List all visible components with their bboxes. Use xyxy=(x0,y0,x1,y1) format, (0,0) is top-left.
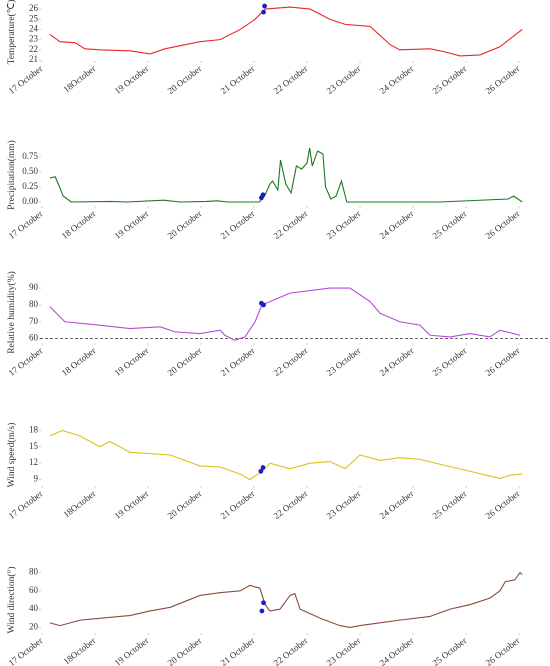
x-tick-label: 21 October xyxy=(219,63,257,96)
x-tick-label: 22 October xyxy=(272,208,310,241)
x-tick-label: 26 October xyxy=(484,488,522,521)
y-tick-label: 0.75 xyxy=(22,151,38,161)
x-tick-label: 19 October xyxy=(113,635,151,666)
y-tick-label: 9 xyxy=(34,474,39,484)
x-tick-label: 22 October xyxy=(272,488,310,521)
x-tick-label: 19 October xyxy=(113,63,151,96)
marker-point xyxy=(261,600,266,606)
x-tick-label: 21 October xyxy=(219,208,257,241)
x-tick-label: 26 October xyxy=(484,635,522,666)
x-tick-label: 19 October xyxy=(113,345,151,378)
y-tick-label: 18 xyxy=(29,425,39,435)
y-tick-label: 22 xyxy=(29,44,38,54)
y-tick-label: 12 xyxy=(29,457,38,467)
y-tick-label: 80 xyxy=(29,299,39,309)
y-tick-label: 24 xyxy=(29,24,39,34)
y-tick-label: 40 xyxy=(29,603,39,613)
x-tick-label: 20 October xyxy=(166,208,204,241)
x-tick-label: 25 October xyxy=(431,488,469,521)
x-tick-label: 25 October xyxy=(431,635,469,666)
x-tick-label: 18 October xyxy=(60,208,98,241)
y-axis-label: Temperature(℃) xyxy=(6,0,17,64)
x-tick-label: 20 October xyxy=(166,635,204,666)
x-tick-label: 24 October xyxy=(378,63,416,96)
x-tick-label: 18October xyxy=(61,488,97,519)
marker-point xyxy=(261,302,266,308)
x-tick-label: 24 October xyxy=(378,488,416,521)
y-tick-label: 0.25 xyxy=(22,181,38,191)
y-tick-label: 80 xyxy=(29,567,39,577)
x-tick-label: 20 October xyxy=(166,345,204,378)
x-tick-label: 17 October xyxy=(7,208,45,241)
y-axis-label: Wind direction(°) xyxy=(6,567,17,634)
x-tick-label: 20 October xyxy=(166,488,204,521)
x-tick-label: 25 October xyxy=(431,345,469,378)
y-tick-label: 15 xyxy=(29,441,39,451)
y-tick-label: 90 xyxy=(29,282,39,292)
x-tick-label: 19 October xyxy=(113,208,151,241)
x-tick-label: 17 October xyxy=(7,635,45,666)
x-tick-label: 21 October xyxy=(219,488,257,521)
x-tick-label: 26 October xyxy=(484,63,522,96)
marker-point xyxy=(259,608,265,614)
marker-point xyxy=(262,3,267,9)
x-tick-label: 22 October xyxy=(272,345,310,378)
y-tick-label: 0.50 xyxy=(22,166,38,176)
x-tick-label: 23 October xyxy=(325,488,363,521)
x-tick-label: 21 October xyxy=(219,635,257,666)
x-tick-label: 24 October xyxy=(378,208,416,241)
x-tick-label: 22 October xyxy=(272,635,310,666)
marker-point xyxy=(260,192,266,198)
x-tick-label: 21 October xyxy=(219,345,257,378)
x-tick-label: 25 October xyxy=(431,63,469,96)
y-tick-label: 20 xyxy=(29,621,39,631)
x-tick-label: 24 October xyxy=(378,345,416,378)
marker-point xyxy=(260,465,266,470)
data-line xyxy=(49,147,523,203)
x-tick-label: 23 October xyxy=(325,208,363,241)
x-tick-label: 23 October xyxy=(325,345,363,378)
x-tick-label: 23 October xyxy=(325,63,363,96)
x-tick-label: 18October xyxy=(61,63,97,94)
marker-point xyxy=(261,9,266,15)
data-line xyxy=(49,287,521,341)
data-line xyxy=(49,429,523,481)
x-tick-label: 18October xyxy=(61,635,97,666)
y-tick-label: 60 xyxy=(29,333,39,343)
y-axis-label: Precipitation(mm) xyxy=(6,140,17,210)
y-tick-label: 70 xyxy=(29,316,39,326)
x-tick-label: 22 October xyxy=(272,63,310,96)
x-tick-label: 17 October xyxy=(7,63,45,96)
y-tick-label: 21 xyxy=(29,54,38,64)
x-tick-label: 24 October xyxy=(378,635,416,666)
x-tick-label: 25 October xyxy=(431,208,469,241)
x-tick-label: 20 October xyxy=(166,63,204,96)
y-axis-label: Wind speed(m/s) xyxy=(6,423,17,488)
y-tick-label: 60 xyxy=(29,585,39,595)
y-tick-label: 26 xyxy=(29,3,39,13)
x-tick-label: 18 October xyxy=(60,345,98,378)
y-tick-label: 25 xyxy=(29,13,39,23)
y-axis-label: Relative humidity(%) xyxy=(6,271,17,354)
data-line xyxy=(49,6,523,57)
y-tick-label: 23 xyxy=(29,34,39,44)
data-line xyxy=(49,571,523,628)
x-tick-label: 26 October xyxy=(484,208,522,241)
x-tick-label: 19 October xyxy=(113,488,151,521)
marker-point xyxy=(258,468,264,474)
x-tick-label: 23 October xyxy=(325,635,363,666)
x-tick-label: 17 October xyxy=(7,488,45,521)
x-tick-label: 26 October xyxy=(484,345,522,378)
y-tick-label: 0.00 xyxy=(22,196,38,206)
